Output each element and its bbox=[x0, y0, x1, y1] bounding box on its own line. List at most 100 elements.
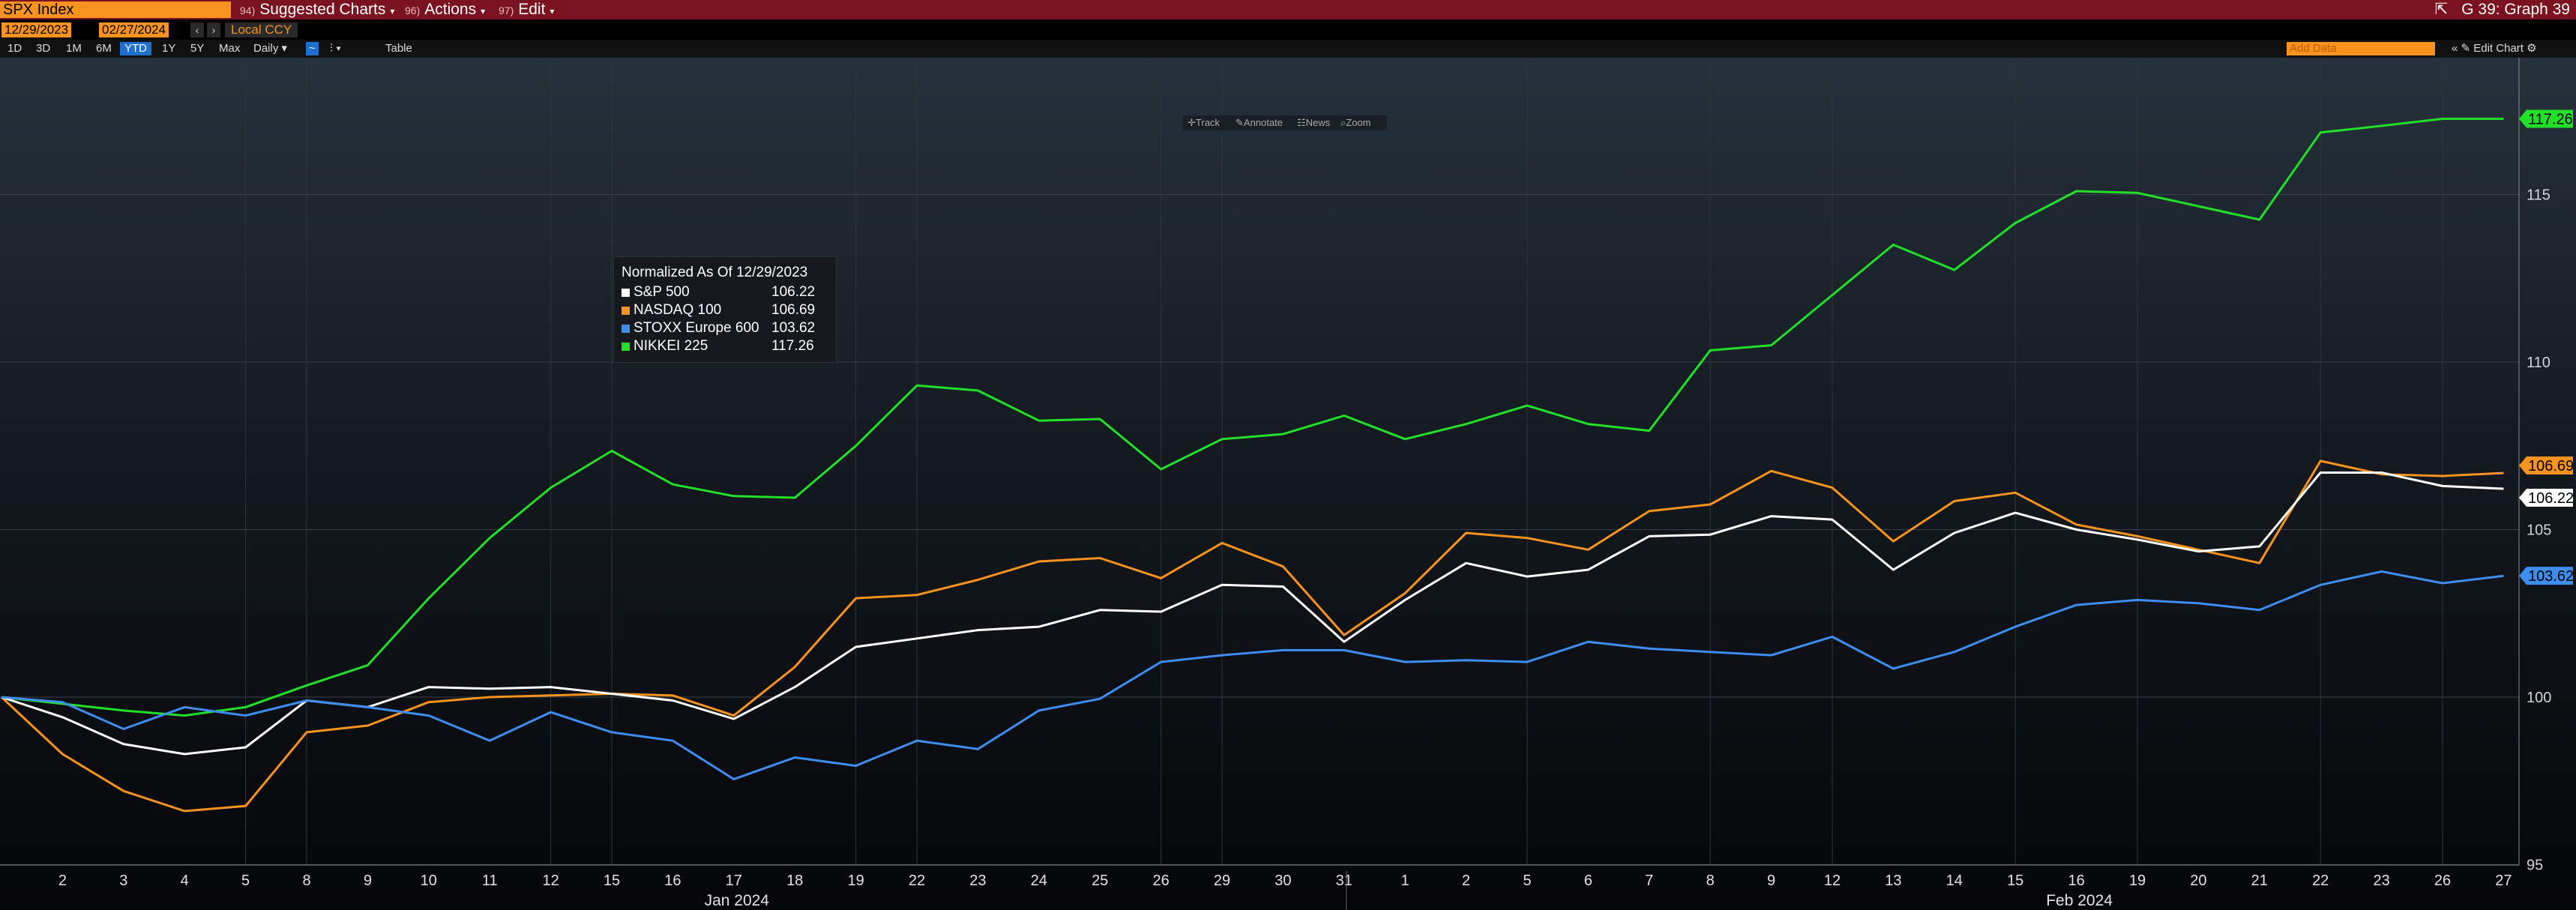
annotate-label: Annotate bbox=[1243, 117, 1283, 128]
graph-name: G 39: Graph 39 bbox=[2461, 1, 2570, 18]
x-tick-label: 16 bbox=[664, 873, 681, 889]
last-value-tag-sp500 bbox=[2519, 488, 2573, 507]
x-tick-label: 6 bbox=[1584, 873, 1592, 889]
x-tick-label: 24 bbox=[1031, 873, 1047, 889]
chevron-down-icon: ▾ bbox=[550, 6, 555, 16]
edit-chart-label: Edit Chart bbox=[2473, 42, 2524, 55]
ticker-input[interactable]: SPX Index bbox=[0, 1, 231, 18]
suggested-charts-label: Suggested Charts bbox=[259, 1, 386, 18]
last-value-label: 103.62 bbox=[2528, 568, 2574, 585]
x-tick-label: 23 bbox=[969, 873, 986, 889]
legend-name: S&P 500 bbox=[634, 284, 690, 300]
last-value-tag-nikkei bbox=[2519, 109, 2573, 128]
popout-icon[interactable]: ⇱ bbox=[2434, 1, 2449, 18]
edit-label: Edit bbox=[518, 1, 546, 18]
x-tick-label: 8 bbox=[302, 873, 310, 889]
chevron-down-icon: ▾ bbox=[390, 6, 395, 16]
period-1d[interactable]: 1D bbox=[7, 42, 22, 55]
date-controls: 12/29/2023 02/27/2024 ‹ › Local CCY bbox=[0, 21, 2576, 39]
x-tick-label: 20 bbox=[2190, 873, 2206, 889]
x-tick-label: 4 bbox=[181, 873, 189, 889]
x-tick-label: 8 bbox=[1706, 873, 1715, 889]
chart-area[interactable]: 95 100 105 110 115 2 3 4 5 8 9 10 11 12 15 16 17 18 19 22 23… bbox=[0, 58, 2576, 910]
x-tick-label: 1 bbox=[1401, 873, 1409, 889]
period-max[interactable]: Max bbox=[219, 42, 241, 55]
add-data-input[interactable]: Add Data bbox=[2287, 42, 2435, 55]
x-tick-label: 26 bbox=[1152, 873, 1169, 889]
legend-row-nasdaq: NASDAQ 100 106.69 bbox=[622, 302, 828, 320]
month-label: Feb 2024 bbox=[2046, 892, 2113, 909]
track-label: Track bbox=[1195, 117, 1220, 128]
series-line-sp500 bbox=[1, 471, 2504, 756]
period-5y[interactable]: 5Y bbox=[190, 42, 205, 55]
title-bar: SPX Index 94) Suggested Charts ▾ 96) Action… bbox=[0, 0, 2576, 19]
menu-number: 94) bbox=[240, 4, 256, 16]
x-tick-label: 12 bbox=[1824, 873, 1841, 889]
y-tick-label: 105 bbox=[2527, 522, 2551, 539]
last-value-tag-nasdaq bbox=[2519, 456, 2573, 474]
frequency-select[interactable]: Daily ▾ bbox=[253, 42, 288, 55]
legend-value: 117.26 bbox=[771, 338, 814, 354]
edit-chart-button[interactable]: « ✎ Edit Chart ⚙ bbox=[2452, 42, 2537, 55]
series-line-nikkei bbox=[1, 118, 2504, 717]
chevron-down-icon: ▾ bbox=[481, 6, 486, 16]
prev-arrow-icon[interactable]: ‹ bbox=[190, 22, 204, 37]
start-date-field[interactable]: 12/29/2023 bbox=[1, 22, 72, 37]
series-line-stoxx bbox=[1, 570, 2504, 780]
line-chart-icon[interactable]: ~ bbox=[306, 42, 319, 55]
x-tick-label: 19 bbox=[2129, 873, 2146, 889]
next-arrow-icon[interactable]: › bbox=[207, 22, 220, 37]
legend-name: NASDAQ 100 bbox=[634, 302, 722, 318]
series-line-nasdaq bbox=[0, 459, 2504, 813]
news-button[interactable]: ☷ News bbox=[1297, 115, 1330, 130]
x-tick-label: 31 bbox=[1336, 873, 1352, 889]
x-tick-label: 10 bbox=[421, 873, 437, 889]
chart-toolbar: ✛ Track ✎ Annotate ☷ News ⌕ Zoom bbox=[1183, 115, 1387, 130]
x-tick-label: 5 bbox=[241, 873, 250, 889]
period-3d[interactable]: 3D bbox=[36, 42, 51, 55]
x-tick-label: 3 bbox=[119, 873, 127, 889]
currency-select[interactable]: Local CCY bbox=[225, 22, 298, 37]
x-tick-label: 29 bbox=[1214, 873, 1230, 889]
y-tick-label: 115 bbox=[2527, 187, 2551, 204]
news-label: News bbox=[1305, 117, 1331, 128]
x-tick-label: 19 bbox=[847, 873, 864, 889]
period-bar: 1D 3D 1M 6M YTD 1Y 5Y Max Daily ▾ ~ ⫶ ▾ … bbox=[0, 40, 2576, 58]
annotate-button[interactable]: ✎ Annotate bbox=[1236, 115, 1283, 130]
y-tick-label: 95 bbox=[2527, 858, 2543, 874]
period-1y[interactable]: 1Y bbox=[162, 42, 176, 55]
x-tick-label: 30 bbox=[1275, 873, 1291, 889]
period-6m[interactable]: 6M bbox=[96, 42, 112, 55]
period-ytd[interactable]: YTD bbox=[120, 42, 151, 55]
legend-box: Normalized As Of 12/29/2023 S&P 500 106.2… bbox=[613, 256, 837, 363]
x-tick-label: 9 bbox=[364, 873, 372, 889]
x-tick-label: 2 bbox=[1462, 873, 1470, 889]
legend-name: STOXX Europe 600 bbox=[634, 320, 759, 336]
table-button[interactable]: Table bbox=[385, 42, 412, 55]
actions-menu[interactable]: 96) Actions ▾ bbox=[405, 0, 485, 19]
suggested-charts-menu[interactable]: 94) Suggested Charts ▾ bbox=[240, 0, 394, 19]
x-tick-label: 15 bbox=[2007, 873, 2023, 889]
legend-title: Normalized As Of 12/29/2023 bbox=[622, 265, 808, 280]
zoom-label: Zoom bbox=[1346, 117, 1371, 128]
legend-swatch bbox=[622, 343, 630, 351]
period-1m[interactable]: 1M bbox=[66, 42, 82, 55]
x-tick-label: 17 bbox=[726, 873, 742, 889]
x-tick-label: 16 bbox=[2068, 873, 2084, 889]
zoom-button[interactable]: ⌕ Zoom bbox=[1340, 115, 1371, 130]
x-tick-label: 23 bbox=[2373, 873, 2389, 889]
x-tick-label: 18 bbox=[786, 873, 803, 889]
x-tick-label: 22 bbox=[909, 873, 925, 889]
x-tick-label: 22 bbox=[2312, 873, 2329, 889]
edit-menu[interactable]: 97) Edit ▾ bbox=[499, 0, 554, 19]
legend-swatch bbox=[622, 289, 630, 297]
x-tick-label: 13 bbox=[1885, 873, 1901, 889]
bar-style-icon[interactable]: ⫶ ▾ bbox=[330, 42, 342, 55]
end-date-field[interactable]: 02/27/2024 bbox=[99, 22, 169, 37]
last-value-tag-stoxx bbox=[2519, 567, 2573, 585]
graph-label[interactable]: ⇱ G 39: Graph 39 bbox=[2435, 0, 2570, 19]
track-button[interactable]: ✛ Track bbox=[1188, 115, 1220, 130]
x-tick-label: 14 bbox=[1946, 873, 1963, 889]
x-tick-label: 5 bbox=[1523, 873, 1531, 889]
